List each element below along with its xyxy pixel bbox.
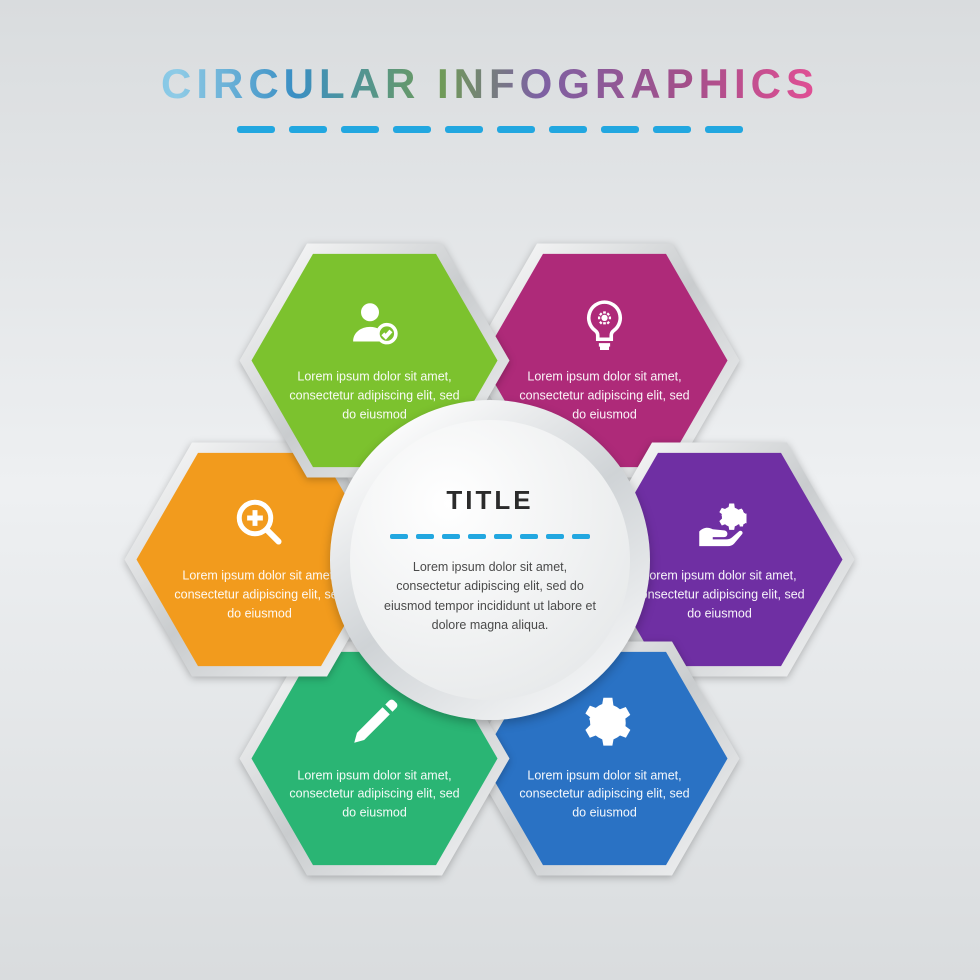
center-title: TITLE xyxy=(446,485,533,516)
center-face: TITLE Lorem ipsum dolor sit amet, consec… xyxy=(350,420,630,700)
hex-text: Lorem ipsum dolor sit amet, consectetur … xyxy=(633,567,807,623)
hand-gears-icon xyxy=(693,496,747,555)
center-body: Lorem ipsum dolor sit amet, consectetur … xyxy=(384,558,596,636)
hex-text: Lorem ipsum dolor sit amet, consectetur … xyxy=(288,766,462,822)
user-check-icon xyxy=(348,297,402,356)
pencil-icon xyxy=(348,695,402,754)
center-circle: TITLE Lorem ipsum dolor sit amet, consec… xyxy=(330,400,650,720)
headline-dash-row xyxy=(0,120,980,138)
hex-text: Lorem ipsum dolor sit amet, consectetur … xyxy=(518,766,692,822)
center-dash-row xyxy=(386,526,594,544)
hex-text: Lorem ipsum dolor sit amet, consectetur … xyxy=(173,567,347,623)
zoom-plus-icon xyxy=(233,496,287,555)
lightbulb-gear-icon xyxy=(578,297,632,356)
headline: CIRCULAR INFOGRAPHICS xyxy=(0,60,980,108)
infographic-stage: CIRCULAR INFOGRAPHICS Lorem ipsum dolor … xyxy=(0,0,980,980)
gear-icon xyxy=(578,695,632,754)
